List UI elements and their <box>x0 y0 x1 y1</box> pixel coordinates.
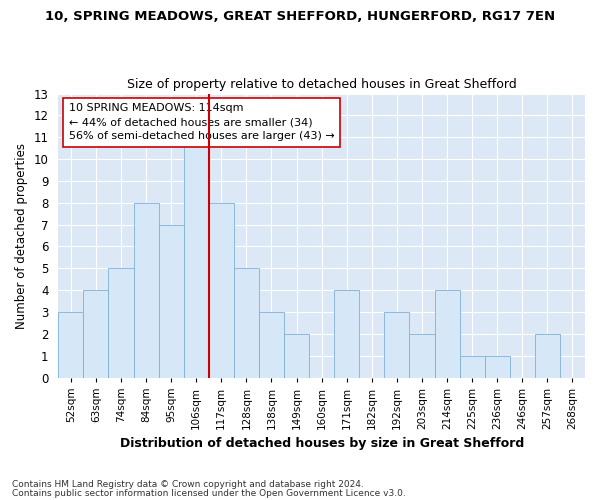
Bar <box>284 334 309 378</box>
Bar <box>385 312 409 378</box>
Bar <box>184 137 209 378</box>
Bar <box>259 312 284 378</box>
Bar <box>234 268 259 378</box>
X-axis label: Distribution of detached houses by size in Great Shefford: Distribution of detached houses by size … <box>119 437 524 450</box>
Bar <box>158 224 184 378</box>
Bar <box>109 268 134 378</box>
Title: Size of property relative to detached houses in Great Shefford: Size of property relative to detached ho… <box>127 78 517 91</box>
Bar <box>409 334 434 378</box>
Bar <box>58 312 83 378</box>
Text: Contains HM Land Registry data © Crown copyright and database right 2024.: Contains HM Land Registry data © Crown c… <box>12 480 364 489</box>
Y-axis label: Number of detached properties: Number of detached properties <box>15 142 28 328</box>
Bar <box>460 356 485 378</box>
Bar <box>134 203 158 378</box>
Text: 10, SPRING MEADOWS, GREAT SHEFFORD, HUNGERFORD, RG17 7EN: 10, SPRING MEADOWS, GREAT SHEFFORD, HUNG… <box>45 10 555 23</box>
Text: Contains public sector information licensed under the Open Government Licence v3: Contains public sector information licen… <box>12 488 406 498</box>
Bar <box>334 290 359 378</box>
Bar <box>83 290 109 378</box>
Bar <box>434 290 460 378</box>
Bar <box>535 334 560 378</box>
Bar <box>209 203 234 378</box>
Bar <box>485 356 510 378</box>
Text: 10 SPRING MEADOWS: 114sqm
← 44% of detached houses are smaller (34)
56% of semi-: 10 SPRING MEADOWS: 114sqm ← 44% of detac… <box>69 104 335 142</box>
